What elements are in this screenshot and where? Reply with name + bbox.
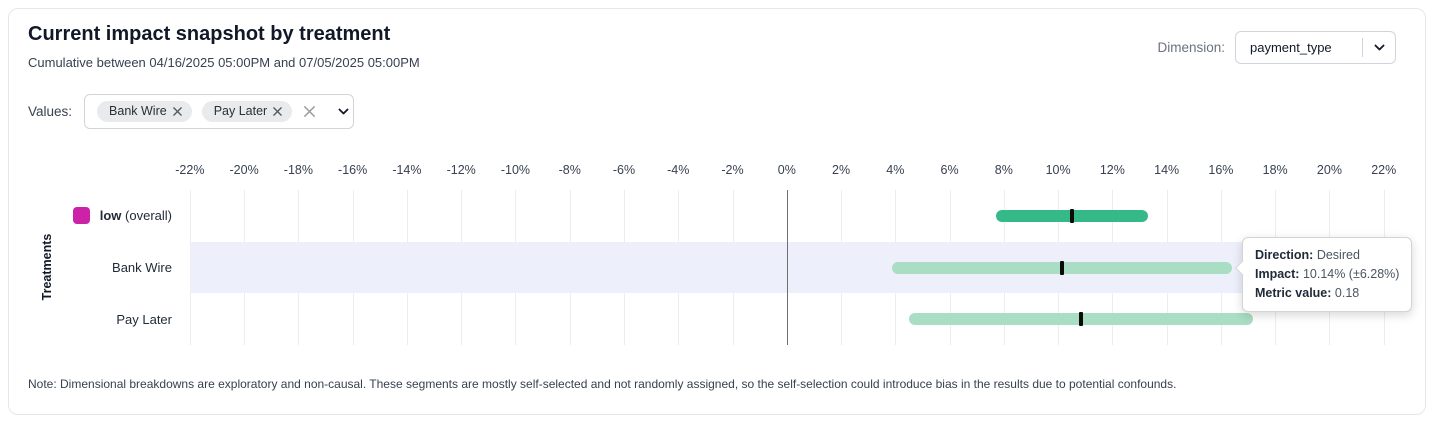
dimension-selected-value: payment_type	[1250, 40, 1332, 55]
page-title: Current impact snapshot by treatment	[28, 23, 391, 45]
treatment-row-labels: low (overall) Bank Wire Pay Later	[0, 190, 172, 345]
y-axis-label: Treatments	[40, 233, 54, 301]
tooltip-metric-value: Metric value: 0.18	[1255, 286, 1360, 300]
x-axis-tick: 12%	[1099, 163, 1125, 177]
value-chip[interactable]: Pay Later	[201, 101, 293, 122]
x-axis-tick: 10%	[1045, 163, 1071, 177]
x-axis: -22% -20% -18% -16% -14% -12% -10% -8% -6% -4% -2%…	[160, 163, 1400, 179]
values-filter: Values: Bank Wire Pay Later	[28, 94, 355, 129]
tooltip-impact: Impact: 10.14% (±6.28%)	[1255, 267, 1400, 281]
median-marker	[1069, 208, 1074, 223]
x-axis-tick: -4%	[667, 163, 690, 177]
chart-plot-area	[160, 190, 1400, 345]
median-marker	[1059, 260, 1064, 275]
x-axis-tick: -2%	[721, 163, 744, 177]
x-axis-tick: -20%	[229, 163, 259, 177]
x-axis-tick: 2%	[832, 163, 851, 177]
x-axis-tick: 6%	[940, 163, 959, 177]
tooltip-direction: Direction: Desired	[1255, 248, 1360, 262]
divider	[1362, 38, 1363, 57]
x-axis-tick: -12%	[446, 163, 476, 177]
zero-line	[786, 190, 788, 345]
x-axis-tick: -22%	[175, 163, 205, 177]
value-chip-label: Pay Later	[213, 104, 268, 118]
treatment-label: Bank Wire	[0, 258, 172, 278]
x-axis-tick: 16%	[1208, 163, 1234, 177]
x-axis-tick: 4%	[886, 163, 905, 177]
legend-swatch	[72, 207, 90, 225]
values-multiselect[interactable]: Bank Wire Pay Later	[84, 94, 355, 129]
x-axis-tick: 14%	[1154, 163, 1180, 177]
x-axis-tick: 22%	[1371, 163, 1397, 177]
footnote: Note: Dimensional breakdowns are explora…	[28, 377, 1177, 391]
dimension-select[interactable]: payment_type	[1235, 31, 1396, 64]
x-axis-tick: -18%	[283, 163, 313, 177]
chevron-down-icon[interactable]	[337, 105, 350, 118]
x-axis-tick: -6%	[612, 163, 636, 177]
treatment-label: low (overall)	[0, 206, 172, 226]
clear-all-icon[interactable]	[302, 104, 317, 119]
treatment-label-text: Pay Later	[116, 311, 172, 327]
x-axis-tick: -10%	[500, 163, 531, 177]
x-axis-tick: 0%	[777, 163, 796, 177]
x-axis-tick: 8%	[994, 163, 1013, 177]
chevron-down-icon[interactable]	[1363, 41, 1395, 54]
treatment-label-text: low (overall)	[99, 208, 172, 224]
chip-remove-icon[interactable]	[172, 106, 182, 116]
x-axis-tick: -14%	[392, 163, 422, 177]
date-range-subtitle: Cumulative between 04/16/2025 05:00PM an…	[28, 55, 420, 70]
bar-tooltip: Direction: Desired Impact: 10.14% (±6.28…	[1234, 237, 1413, 312]
x-axis-tick: 18%	[1262, 163, 1288, 177]
treatment-label: Pay Later	[0, 309, 172, 329]
value-chip-label: Bank Wire	[109, 104, 167, 118]
x-axis-tick: 20%	[1316, 163, 1342, 177]
x-axis-tick: -16%	[338, 163, 368, 177]
treatment-label-text: Bank Wire	[112, 260, 172, 275]
median-marker	[1079, 312, 1084, 327]
values-label: Values:	[28, 104, 73, 119]
x-axis-tick: -8%	[558, 163, 581, 177]
value-chip[interactable]: Bank Wire	[97, 101, 192, 122]
chip-remove-icon[interactable]	[273, 106, 282, 116]
dimension-control: Dimension: payment_type	[1157, 31, 1396, 64]
dimension-label: Dimension:	[1157, 40, 1225, 55]
